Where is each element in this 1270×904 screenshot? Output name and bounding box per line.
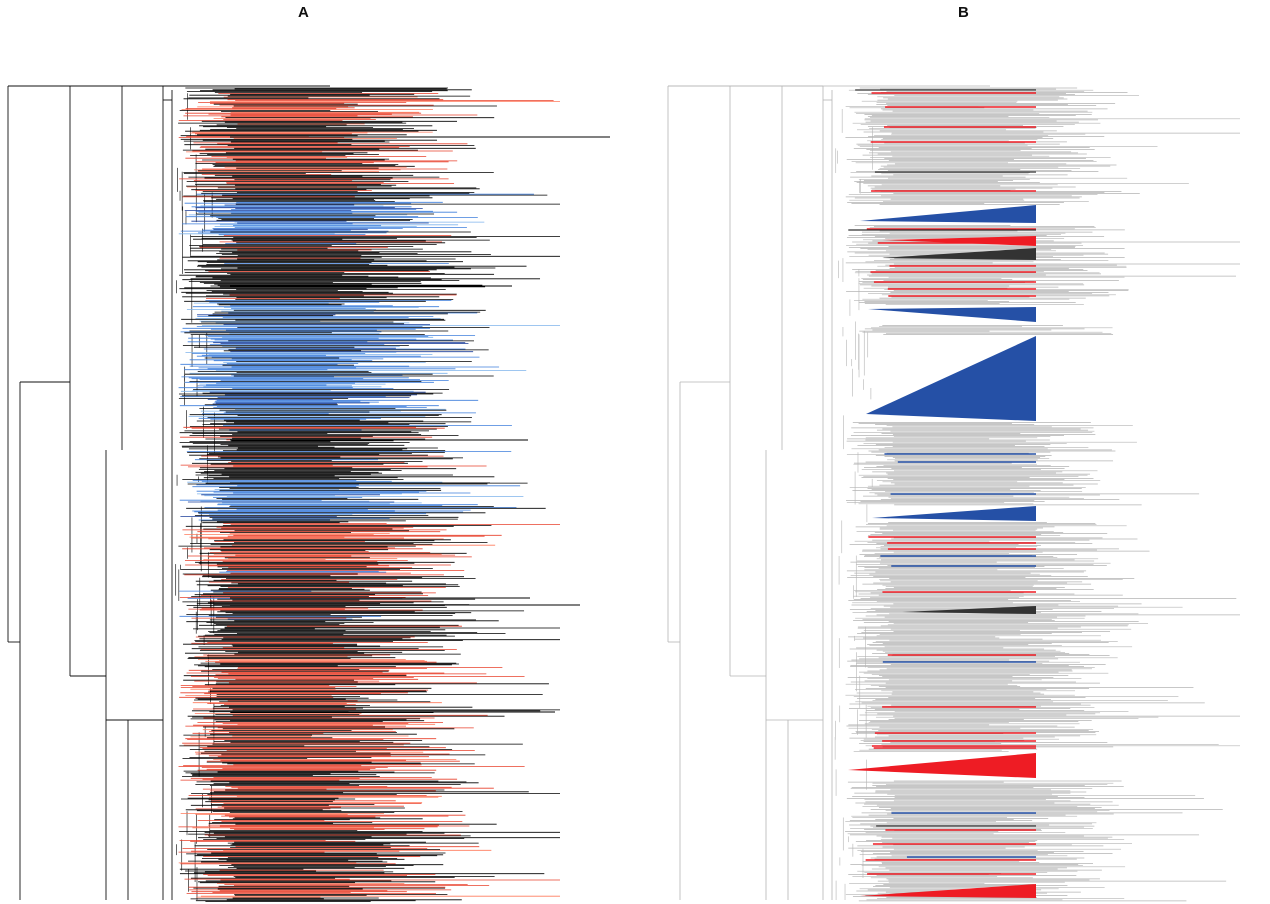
collapsed-clade xyxy=(866,336,1036,421)
collapsed-clade xyxy=(848,753,1036,778)
panel-b-label: B xyxy=(958,4,969,21)
collapsed-clade xyxy=(882,248,1036,260)
panel-a-tree xyxy=(7,85,610,902)
collapsed-clade xyxy=(868,307,1036,322)
collapsed-clade xyxy=(860,884,1036,898)
panel-b-tree xyxy=(667,85,1240,902)
collapsed-clade xyxy=(902,606,1036,614)
collapsed-clade xyxy=(860,205,1036,223)
collapsed-clade xyxy=(872,506,1036,521)
panel-a-label: A xyxy=(298,4,309,21)
